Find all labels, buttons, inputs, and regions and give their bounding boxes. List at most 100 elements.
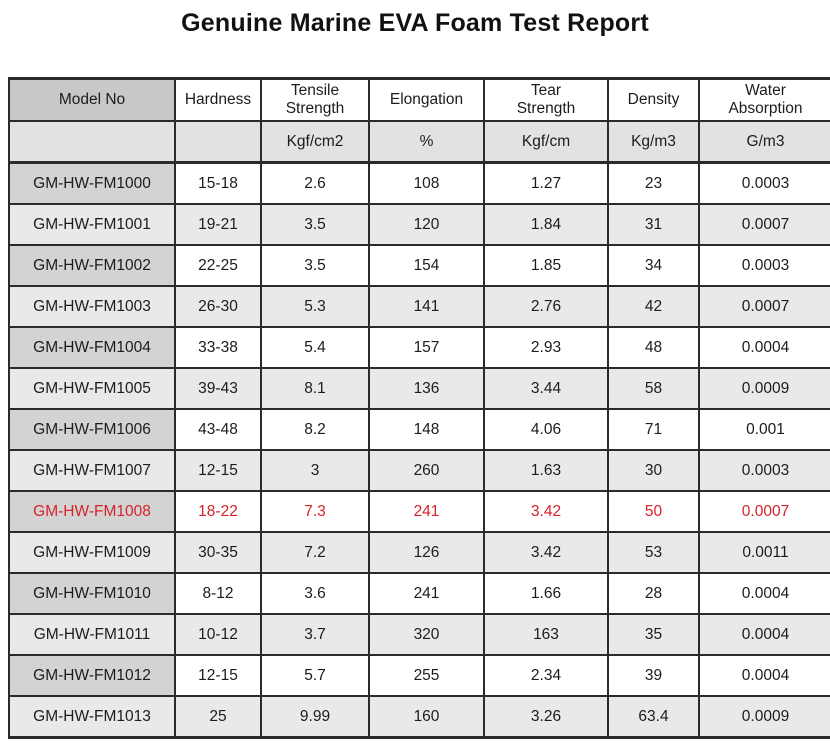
- value-cell: 1.84: [484, 204, 609, 246]
- header-row: Model No Hardness Tensile Strength Elongati…: [9, 78, 830, 122]
- value-cell: 3: [261, 450, 370, 492]
- column-header-5: Density: [608, 78, 700, 122]
- value-cell: 18-22: [175, 491, 262, 533]
- value-cell: 0.0007: [699, 491, 830, 533]
- value-cell: 48: [608, 327, 700, 369]
- value-cell: 136: [369, 368, 485, 410]
- value-cell: 120: [369, 204, 485, 246]
- value-cell: 3.44: [484, 368, 609, 410]
- value-cell: 126: [369, 532, 485, 574]
- value-cell: 0.0011: [699, 532, 830, 574]
- value-cell: 42: [608, 286, 700, 328]
- value-cell: 157: [369, 327, 485, 369]
- value-cell: 1.66: [484, 573, 609, 615]
- value-cell: 9.99: [261, 696, 370, 738]
- table-row: GM-HW-FM1010 8-12 3.6 241 1.66 28 0.0004: [9, 573, 830, 615]
- value-cell: 3.7: [261, 614, 370, 656]
- value-cell: 8.1: [261, 368, 370, 410]
- table-row: GM-HW-FM1005 39-43 8.1 136 3.44 58 0.0009: [9, 368, 830, 410]
- value-cell: 19-21: [175, 204, 262, 246]
- model-cell: GM-HW-FM1004: [9, 327, 176, 369]
- table-row: GM-HW-FM1002 22-25 3.5 154 1.85 34 0.0003: [9, 245, 830, 287]
- value-cell: 33-38: [175, 327, 262, 369]
- value-cell: 148: [369, 409, 485, 451]
- page-title: Genuine Marine EVA Foam Test Report: [181, 9, 649, 37]
- value-cell: 0.0003: [699, 450, 830, 492]
- column-header-1: Hardness: [175, 78, 262, 122]
- value-cell: 12-15: [175, 450, 262, 492]
- value-cell: 28: [608, 573, 700, 615]
- value-cell: 2.93: [484, 327, 609, 369]
- model-cell: GM-HW-FM1009: [9, 532, 176, 574]
- value-cell: 0.0004: [699, 573, 830, 615]
- value-cell: 0.0003: [699, 245, 830, 287]
- value-cell: 160: [369, 696, 485, 738]
- value-cell: 255: [369, 655, 485, 697]
- value-cell: 63.4: [608, 696, 700, 738]
- value-cell: 0.0009: [699, 368, 830, 410]
- value-cell: 0.0004: [699, 614, 830, 656]
- value-cell: 0.0009: [699, 696, 830, 738]
- value-cell: 71: [608, 409, 700, 451]
- value-cell: 7.2: [261, 532, 370, 574]
- value-cell: 154: [369, 245, 485, 287]
- value-cell: 25: [175, 696, 262, 738]
- value-cell: 12-15: [175, 655, 262, 697]
- value-cell: 1.85: [484, 245, 609, 287]
- table-row: GM-HW-FM1008 18-22 7.3 241 3.42 50 0.0007: [9, 491, 830, 533]
- model-cell: GM-HW-FM1002: [9, 245, 176, 287]
- value-cell: 8.2: [261, 409, 370, 451]
- value-cell: 58: [608, 368, 700, 410]
- table-head: Model No Hardness Tensile Strength Elongati…: [9, 78, 830, 164]
- table-row: GM-HW-FM1006 43-48 8.2 148 4.06 71 0.001: [9, 409, 830, 451]
- table-row: GM-HW-FM1013 25 9.99 160 3.26 63.4 0.0009: [9, 696, 830, 738]
- column-header-2: Tensile Strength: [261, 78, 370, 122]
- model-cell: GM-HW-FM1000: [9, 162, 176, 205]
- value-cell: 23: [608, 162, 700, 205]
- value-cell: 50: [608, 491, 700, 533]
- model-cell: GM-HW-FM1007: [9, 450, 176, 492]
- value-cell: 3.42: [484, 532, 609, 574]
- model-cell: GM-HW-FM1003: [9, 286, 176, 328]
- value-cell: 0.0004: [699, 655, 830, 697]
- unit-label-0: [9, 121, 176, 164]
- table-row: GM-HW-FM1007 12-15 3 260 1.63 30 0.0003: [9, 450, 830, 492]
- value-cell: 3.5: [261, 204, 370, 246]
- model-cell: GM-HW-FM1013: [9, 696, 176, 738]
- value-cell: 10-12: [175, 614, 262, 656]
- value-cell: 26-30: [175, 286, 262, 328]
- value-cell: 1.27: [484, 162, 609, 205]
- column-header-3: Elongation: [369, 78, 485, 122]
- table-row: GM-HW-FM1011 10-12 3.7 320 163 35 0.0004: [9, 614, 830, 656]
- unit-label-1: [175, 121, 262, 164]
- units-row: Kgf/cm2% Kgf/cm Kg/m3 G/m3: [9, 121, 830, 164]
- value-cell: 0.0003: [699, 162, 830, 205]
- value-cell: 163: [484, 614, 609, 656]
- column-header-0: Model No: [9, 78, 176, 122]
- value-cell: 34: [608, 245, 700, 287]
- value-cell: 8-12: [175, 573, 262, 615]
- value-cell: 3.6: [261, 573, 370, 615]
- table-row: GM-HW-FM1003 26-30 5.3 141 2.76 42 0.0007: [9, 286, 830, 328]
- value-cell: 241: [369, 491, 485, 533]
- value-cell: 39: [608, 655, 700, 697]
- value-cell: 4.06: [484, 409, 609, 451]
- value-cell: 108: [369, 162, 485, 205]
- model-cell: GM-HW-FM1010: [9, 573, 176, 615]
- value-cell: 2.76: [484, 286, 609, 328]
- value-cell: 0.0007: [699, 204, 830, 246]
- value-cell: 0.001: [699, 409, 830, 451]
- unit-label-6: G/m3: [699, 121, 830, 164]
- value-cell: 22-25: [175, 245, 262, 287]
- value-cell: 260: [369, 450, 485, 492]
- model-cell: GM-HW-FM1008: [9, 491, 176, 533]
- value-cell: 43-48: [175, 409, 262, 451]
- value-cell: 5.4: [261, 327, 370, 369]
- model-cell: GM-HW-FM1006: [9, 409, 176, 451]
- table-row: GM-HW-FM1001 19-21 3.5 120 1.84 31 0.0007: [9, 204, 830, 246]
- model-cell: GM-HW-FM1001: [9, 204, 176, 246]
- report-table: Model No Hardness Tensile Strength Elongati…: [8, 77, 830, 739]
- table-row: GM-HW-FM1009 30-35 7.2 126 3.42 53 0.0011: [9, 532, 830, 574]
- value-cell: 30: [608, 450, 700, 492]
- unit-label-3: %: [369, 121, 485, 164]
